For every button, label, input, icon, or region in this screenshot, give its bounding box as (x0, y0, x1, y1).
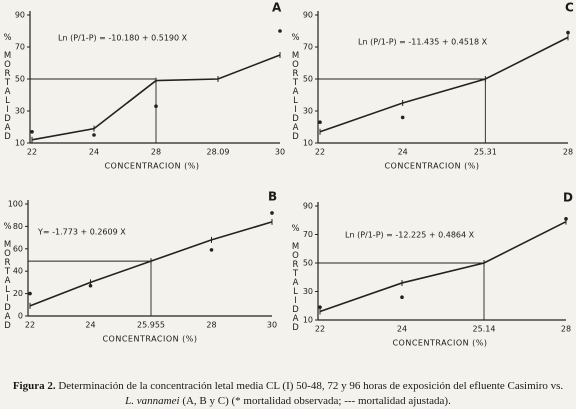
equation: Ln (P/1-P) = -12.225 + 0.4864 X (345, 231, 475, 240)
x-tick-label: 28 (151, 148, 161, 157)
x-tick-label: 24 (89, 148, 99, 157)
y-tick-label: 70 (303, 230, 313, 239)
y-tick-label: 30 (15, 107, 25, 116)
x-tick-label: 22 (27, 148, 37, 157)
x-tick-label: 28 (206, 321, 216, 330)
equation: Ln (P/1-P) = -11.435 + 0.4518 X (358, 38, 488, 47)
fitted-line (319, 36, 569, 133)
y-tick-label: 40 (13, 267, 23, 276)
x-tick-label: 22 (25, 321, 35, 330)
y-tick-label: 50 (15, 75, 25, 84)
observed-point (318, 120, 322, 124)
fitted-line (319, 220, 567, 313)
y-tick-label: 10 (15, 139, 25, 148)
x-tick-label: 22 (315, 325, 325, 334)
observed-point (92, 133, 96, 137)
caption-text: (A, B y C) (* mortalidad observada; --- … (182, 395, 451, 407)
y-tick-label: 20 (13, 289, 23, 298)
equation: Y= -1.773 + 0.2609 X (37, 228, 126, 237)
y-tick-label: 80 (13, 222, 23, 231)
y-tick-label: 30 (303, 107, 313, 116)
y-tick-label: 90 (303, 11, 313, 20)
y-tick-label: 100 (8, 200, 23, 209)
observed-point (566, 30, 570, 35)
x-tick-label: 24 (85, 321, 95, 330)
x-tick-label: 28 (561, 325, 571, 334)
y-tick-label: 90 (15, 11, 25, 20)
caption-line-2: L. vannamei (A, B y C) (* mortalidad obs… (124, 395, 451, 407)
y-axis-label: % MORTALIDAD (3, 33, 13, 141)
x-axis-label: CONCENTRACION (%) (392, 339, 487, 348)
y-tick-label: 70 (15, 43, 25, 52)
observed-point (30, 130, 34, 134)
x-tick-label: 24 (397, 325, 407, 334)
observed-point (400, 115, 405, 120)
y-axis-label: % MORTALIDAD (3, 222, 13, 330)
x-axis-label: CONCENTRACION (%) (384, 162, 479, 171)
y-axis-label: % MORTALIDAD (291, 224, 301, 332)
x-tick-label: 25.14 (473, 325, 496, 334)
x-tick-label: 30 (267, 321, 277, 330)
panel-letter: A (272, 1, 282, 15)
x-tick-label: 30 (275, 148, 285, 157)
x-tick-label: 24 (398, 148, 408, 157)
y-tick-label: 0 (18, 312, 23, 321)
y-tick-label: 90 (303, 202, 313, 211)
caption-species: L. vannamei (124, 395, 179, 407)
observed-point (278, 29, 282, 33)
y-tick-label: 60 (13, 244, 23, 253)
x-tick-label: 22 (315, 148, 325, 157)
observed-point (28, 291, 32, 296)
panel-letter: C (565, 1, 574, 15)
panel-letter: B (268, 190, 277, 204)
y-tick-label: 50 (303, 75, 313, 84)
observed-point (209, 248, 214, 252)
x-tick-label: 25.955 (137, 321, 165, 330)
observed-point (88, 283, 93, 288)
equation: Ln (P/1-P) = -10.180 + 0.5190 X (58, 34, 188, 43)
observed-point (318, 305, 322, 309)
y-axis-label: % MORTALIDAD (291, 33, 301, 141)
observed-point (400, 295, 404, 300)
y-tick-label: 30 (303, 287, 313, 296)
observed-point (270, 211, 274, 215)
x-tick-label: 28 (563, 148, 573, 157)
panel-letter: D (563, 191, 573, 205)
x-axis-label: CONCENTRACION (%) (102, 335, 197, 344)
caption-text: Determinación de la concentración letal … (58, 380, 563, 392)
y-tick-label: 10 (303, 139, 313, 148)
x-axis-label: CONCENTRACION (%) (104, 162, 199, 171)
observed-point (154, 104, 158, 108)
y-tick-label: 10 (303, 316, 313, 325)
caption-label: Figura 2. (13, 380, 56, 392)
x-tick-label: 28.09 (207, 148, 230, 157)
x-tick-label: 25.31 (474, 148, 497, 157)
y-tick-label: 70 (303, 43, 313, 52)
y-tick-label: 50 (303, 259, 313, 268)
caption-line-1: Figura 2. Determinación de la concentrac… (13, 380, 564, 392)
